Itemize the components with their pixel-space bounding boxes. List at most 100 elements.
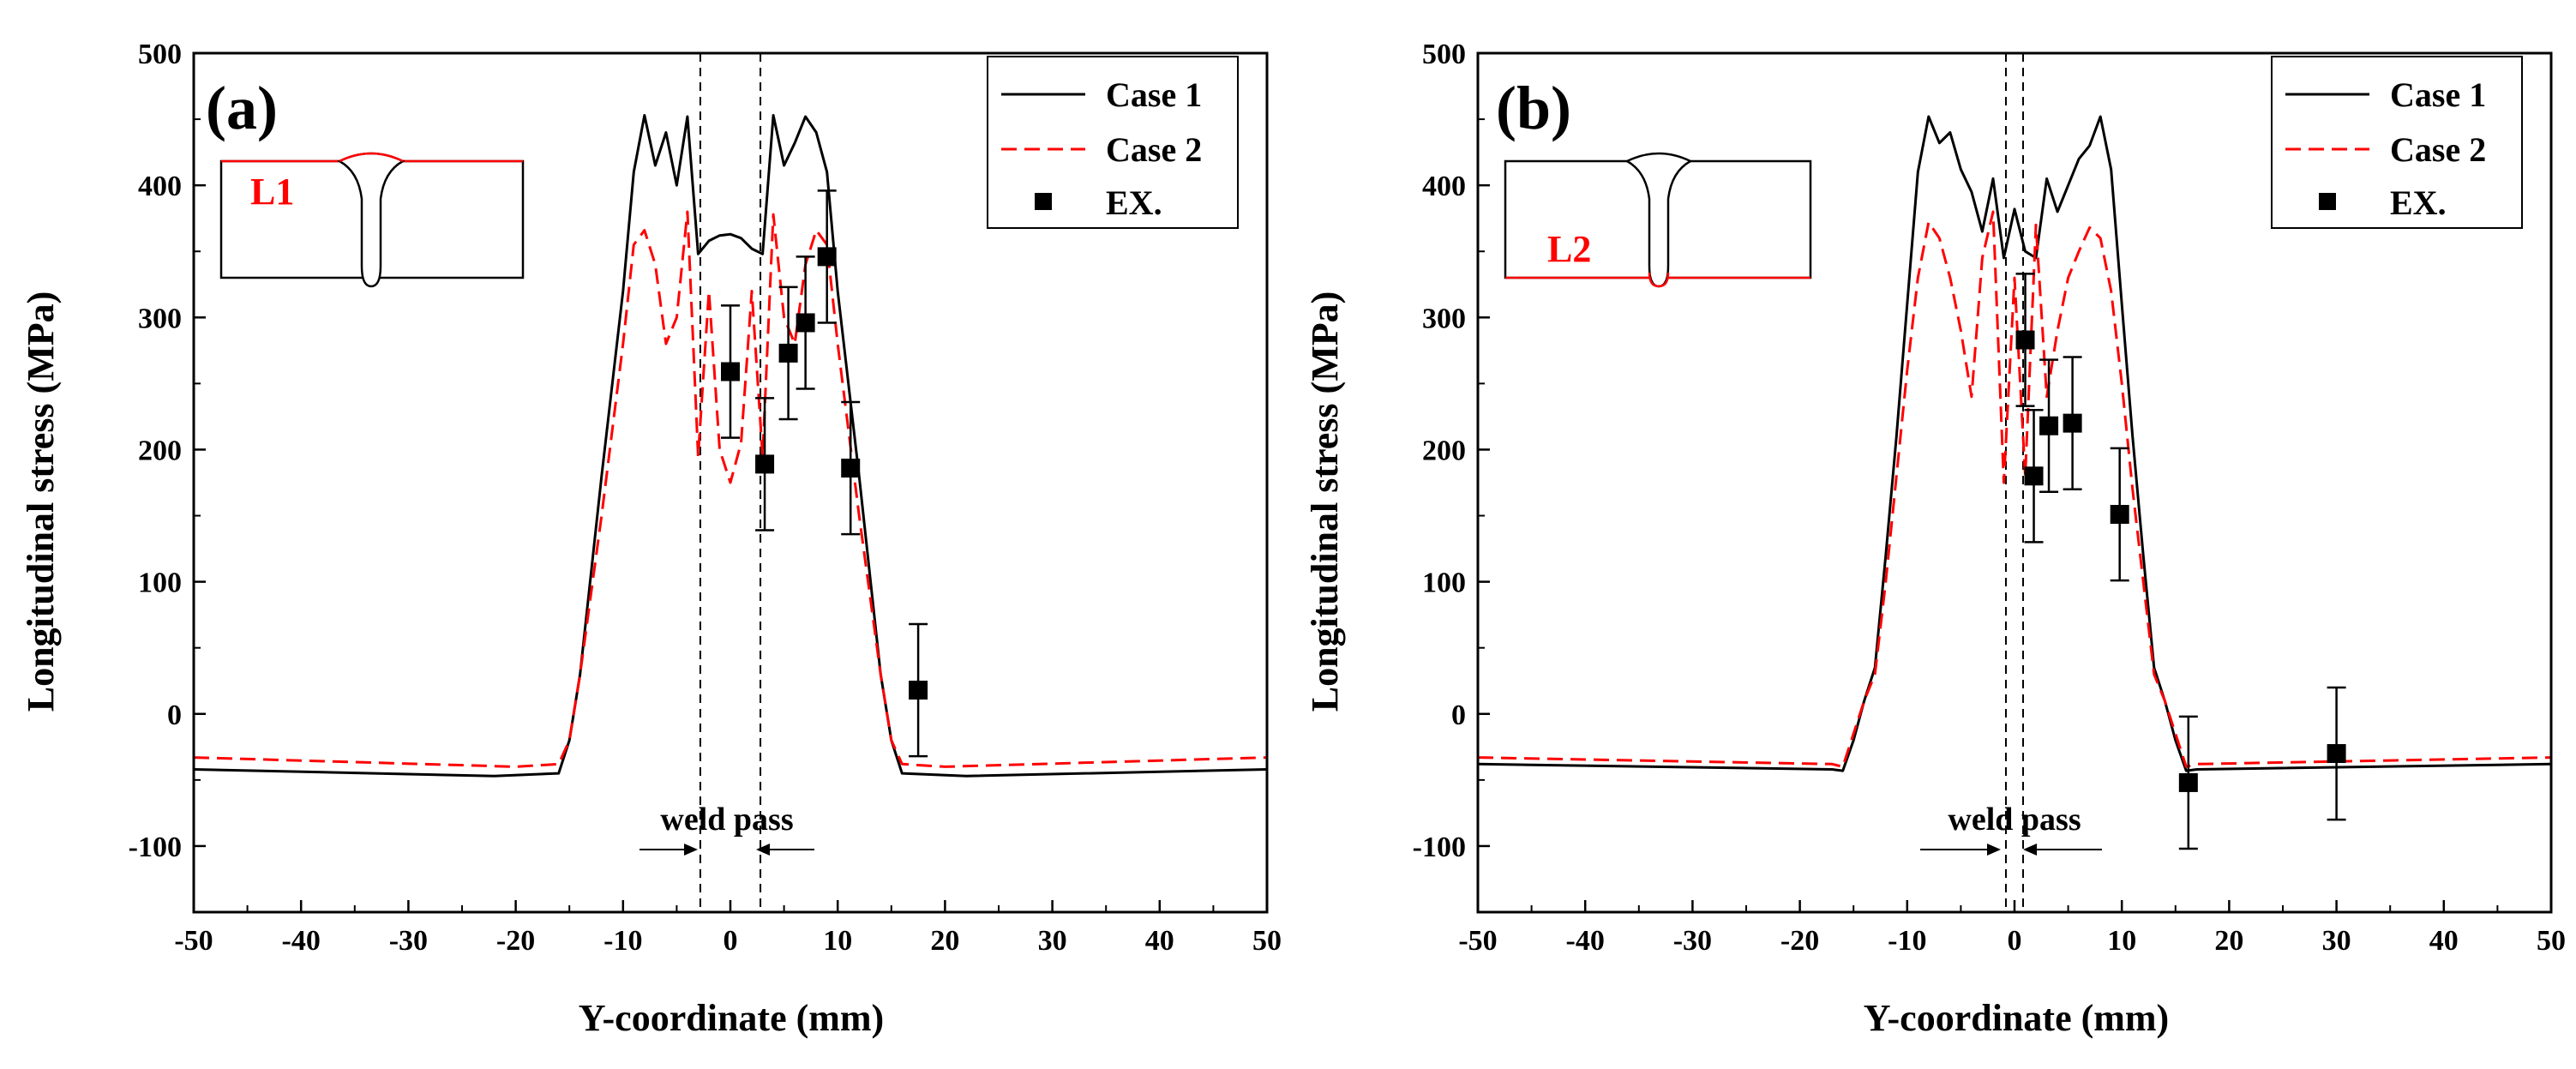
panel-a-inset-label: L1 (250, 171, 294, 213)
panel-a-y-tick-label: -100 (129, 832, 182, 863)
panel-a-x-tick-label: 30 (1038, 925, 1067, 957)
panel-b-y-tick-label: 100 (1422, 568, 1466, 599)
panel-b-x-tick-label: -40 (1566, 925, 1605, 957)
panel-a-legend-box (987, 56, 1239, 229)
panel-b-ex-marker (2015, 330, 2035, 350)
panel-b-ex-point (2178, 715, 2198, 850)
panel-a-ex-marker (817, 247, 837, 267)
panel-a-x-tick-label: -20 (496, 925, 535, 957)
panel-b-legend-box (2271, 56, 2523, 229)
panel-a-y-tick-label: 300 (138, 303, 182, 334)
panel-a-series-case1-line (193, 114, 1268, 778)
panel-a-ex-point (778, 285, 798, 421)
panel-b-inset-label: L2 (1547, 228, 1591, 270)
panel-a-ex-marker (755, 454, 775, 474)
panel-b-y-tick-label: 200 (1422, 435, 1466, 466)
panel-a-legend-case1-label: Case 1 (1106, 75, 1202, 114)
panel-a-x-tick-label: -40 (282, 925, 321, 957)
panel-a-weld-pass-arrowhead-left (684, 844, 698, 856)
panel-b-weld-root-highlight (1648, 272, 1670, 288)
panel-a-axes: -50 -40 -30 -20 -10 0 10 20 30 40 50-1000100200300… (129, 39, 1282, 957)
panel-b-y-axis-title: Longitudinal stress (MPa) (1304, 291, 1346, 712)
panel-b-ex-point (2063, 356, 2082, 490)
panel-b-weld-pass-label: weld pass (1948, 802, 2081, 838)
panel-b-plot-content (1477, 53, 2552, 912)
panel-b-ex-marker (2039, 416, 2059, 435)
panel-a-weld-pass-arrowhead-right (756, 844, 770, 856)
panel-b-x-tick-label: 20 (2214, 925, 2243, 957)
panel-a-legend-ex-label: EX. (1106, 183, 1162, 222)
panel-b-legend-case1-label: Case 1 (2390, 75, 2486, 114)
panel-a-x-tick-label: 20 (930, 925, 959, 957)
panel-a-y-tick-label: 400 (138, 171, 182, 202)
panel-a-x-axis-title: Y-coordinate (mm) (579, 997, 884, 1039)
panel-b-ex-point (2110, 447, 2129, 582)
panel-a-ex-point (909, 622, 928, 758)
panel-a-series-case2-line (193, 210, 1268, 768)
panel-a-x-tick-label: 10 (823, 925, 852, 957)
panel-a-legend-ex-marker (1035, 193, 1052, 210)
panel-a-x-tick-label: -10 (603, 925, 642, 957)
panel-b-x-tick-label: -50 (1458, 925, 1497, 957)
panel-a-x-tick-label: -30 (389, 925, 428, 957)
panel-a-weld-pass-label: weld pass (660, 802, 793, 838)
panel-a-label: (a) (206, 74, 278, 142)
panel-b-legend: Case 1 Case 2 EX. (2271, 56, 2523, 229)
panel-a-plot-content (193, 53, 1268, 912)
panel-a-legend: Case 1 Case 2 EX. (987, 56, 1239, 229)
panel-b-weld-inset: L2 (1504, 152, 1812, 288)
panel-b-ex-point (2327, 686, 2346, 821)
panel-a-weld-pass-annotation: weld pass (639, 802, 814, 856)
panel-a-ex-point (755, 397, 775, 531)
panel-b-ex-marker (2178, 772, 2198, 792)
panel-b-x-tick-label: 30 (2322, 925, 2351, 957)
panel-a-x-tick-label: -50 (174, 925, 213, 957)
panel-b-y-tick-label: 0 (1451, 700, 1466, 731)
panel-a-weld-cap-highlight (339, 152, 404, 163)
panel-b-ex-point (2015, 273, 2035, 407)
panel-b-series-case2-line (1477, 210, 2552, 768)
panel-a-ex-marker (796, 313, 815, 333)
panel-b-legend-ex-label: EX. (2390, 183, 2447, 222)
panel-b-legend-ex-marker (2319, 193, 2336, 210)
panel-a-x-tick-label: 40 (1145, 925, 1174, 957)
panel-b-x-tick-label: -10 (1888, 925, 1926, 957)
panel-a-y-tick-label: 500 (138, 39, 182, 70)
panel-a-x-tick-label: 0 (724, 925, 738, 957)
panel-b-ex-marker (2024, 466, 2044, 486)
panel-b-y-tick-label: 400 (1422, 171, 1466, 202)
panel-a-y-tick-label: 200 (138, 435, 182, 466)
panel-b-legend-case2-label: Case 2 (2390, 130, 2486, 169)
panel-a-ex-marker (841, 459, 861, 478)
panel-b-y-tick-label: -100 (1413, 832, 1466, 863)
panel-b-y-tick-label: 500 (1422, 39, 1466, 70)
panel-a-weld-inset: L1 (219, 152, 525, 288)
panel-b-x-axis-title: Y-coordinate (mm) (1864, 997, 2169, 1039)
panel-a-chart: L1 (a) Case 1 Case 2 EX. weld pass -50 -4… (129, 39, 1282, 957)
panel-a-ex-point (796, 255, 815, 390)
panel-a-y-axis-title: Longitudinal stress (MPa) (20, 291, 62, 712)
panel-b-weld-bead-shape (1624, 152, 1693, 288)
panel-b-weld-pass-arrowhead-right (2023, 844, 2037, 856)
panel-a-y-tick-label: 100 (138, 568, 182, 599)
panel-b-x-tick-label: -30 (1673, 925, 1712, 957)
panel-b-ex-marker (2327, 744, 2346, 764)
panel-a-legend-case2-label: Case 2 (1106, 130, 1202, 169)
panel-a-y-tick-label: 0 (167, 700, 182, 731)
panel-a-ex-marker (909, 681, 928, 700)
panel-a-ex-marker (721, 362, 740, 381)
panel-a-ex-point (721, 304, 740, 439)
panel-a-x-tick-label: 50 (1252, 925, 1282, 957)
panel-b-x-tick-label: -20 (1780, 925, 1819, 957)
panel-b-weld-pass-arrowhead-left (1987, 844, 2001, 856)
panel-a-ex-point (841, 400, 861, 536)
panel-b-axes: -50 -40 -30 -20 -10 0 10 20 30 40 50-1000100200300… (1413, 39, 2566, 957)
panel-b-y-tick-label: 300 (1422, 303, 1466, 334)
panel-b-x-tick-label: 0 (2008, 925, 2022, 957)
panel-b-series-case1-line (1477, 115, 2552, 772)
panel-b-chart: L2 (b) Case 1 Case 2 EX. weld pass -50 -4… (1413, 39, 2566, 957)
panel-a-weld-bead-shape (337, 152, 405, 288)
panel-b-x-tick-label: 10 (2107, 925, 2136, 957)
panel-a-ex-point (817, 189, 837, 324)
